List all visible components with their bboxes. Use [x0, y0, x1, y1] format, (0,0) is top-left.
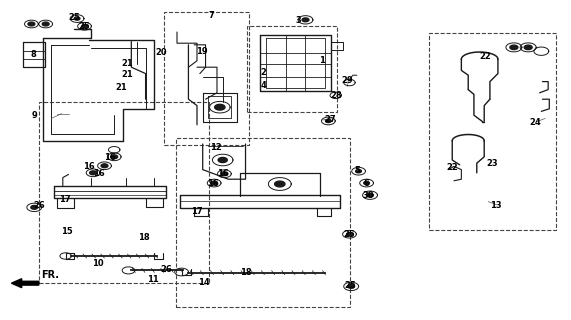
FancyArrow shape — [11, 279, 39, 288]
Polygon shape — [348, 284, 355, 288]
Polygon shape — [101, 164, 108, 168]
Bar — [247, 26, 337, 112]
Text: 16: 16 — [207, 179, 218, 188]
Bar — [429, 33, 556, 230]
Polygon shape — [211, 181, 218, 185]
Text: 12: 12 — [210, 143, 222, 152]
Bar — [176, 138, 350, 307]
Text: 22: 22 — [447, 164, 458, 172]
Polygon shape — [28, 22, 35, 26]
Polygon shape — [364, 181, 369, 185]
Text: 4: 4 — [261, 81, 267, 90]
Text: 25: 25 — [69, 13, 80, 22]
Text: 15: 15 — [62, 227, 73, 236]
Bar — [164, 12, 249, 145]
Text: 25: 25 — [345, 281, 356, 290]
Polygon shape — [275, 181, 285, 187]
Text: 26: 26 — [33, 201, 45, 210]
Polygon shape — [74, 17, 80, 20]
Text: FR.: FR. — [41, 270, 59, 280]
Text: 9: 9 — [31, 111, 37, 120]
Polygon shape — [510, 45, 518, 50]
Polygon shape — [31, 205, 38, 209]
Text: 16: 16 — [104, 153, 115, 162]
Text: 6: 6 — [364, 179, 369, 188]
Polygon shape — [111, 155, 118, 159]
Text: 18: 18 — [138, 233, 150, 242]
Text: 24: 24 — [530, 118, 541, 127]
Polygon shape — [356, 170, 361, 173]
Polygon shape — [302, 18, 309, 22]
Text: 28: 28 — [330, 91, 341, 100]
Text: 27: 27 — [324, 115, 336, 124]
Text: 3: 3 — [296, 16, 301, 25]
Text: 30: 30 — [363, 191, 374, 200]
Polygon shape — [347, 233, 352, 236]
Polygon shape — [215, 104, 225, 110]
Text: 13: 13 — [490, 201, 501, 210]
Polygon shape — [221, 172, 228, 176]
Bar — [39, 102, 209, 283]
Polygon shape — [367, 193, 373, 197]
Text: 5: 5 — [354, 166, 360, 175]
Polygon shape — [325, 119, 331, 123]
Text: 19: 19 — [196, 47, 207, 56]
Text: 1: 1 — [319, 56, 324, 65]
Text: 14: 14 — [198, 278, 210, 287]
Text: 25: 25 — [344, 230, 355, 239]
Text: 26: 26 — [161, 265, 172, 274]
Text: 21: 21 — [121, 59, 132, 68]
Text: 2: 2 — [261, 68, 267, 77]
Polygon shape — [90, 171, 96, 175]
Polygon shape — [82, 25, 87, 28]
Text: 21: 21 — [121, 70, 132, 79]
Polygon shape — [218, 157, 227, 163]
Polygon shape — [42, 22, 49, 26]
Text: 11: 11 — [147, 275, 159, 284]
Text: 17: 17 — [191, 207, 203, 216]
Text: 21: 21 — [115, 83, 127, 92]
Text: 25: 25 — [79, 22, 90, 31]
Text: 18: 18 — [240, 268, 252, 277]
Text: 7: 7 — [208, 12, 214, 20]
Text: 17: 17 — [59, 195, 70, 204]
Text: 10: 10 — [93, 259, 104, 268]
Text: 29: 29 — [341, 76, 353, 85]
Text: 16: 16 — [217, 169, 228, 178]
Text: 16: 16 — [83, 162, 94, 171]
Text: 20: 20 — [156, 48, 167, 57]
Text: 22: 22 — [480, 52, 491, 61]
Text: 16: 16 — [93, 169, 104, 178]
Text: 8: 8 — [30, 50, 36, 59]
Text: 23: 23 — [486, 159, 498, 168]
Polygon shape — [524, 45, 532, 50]
